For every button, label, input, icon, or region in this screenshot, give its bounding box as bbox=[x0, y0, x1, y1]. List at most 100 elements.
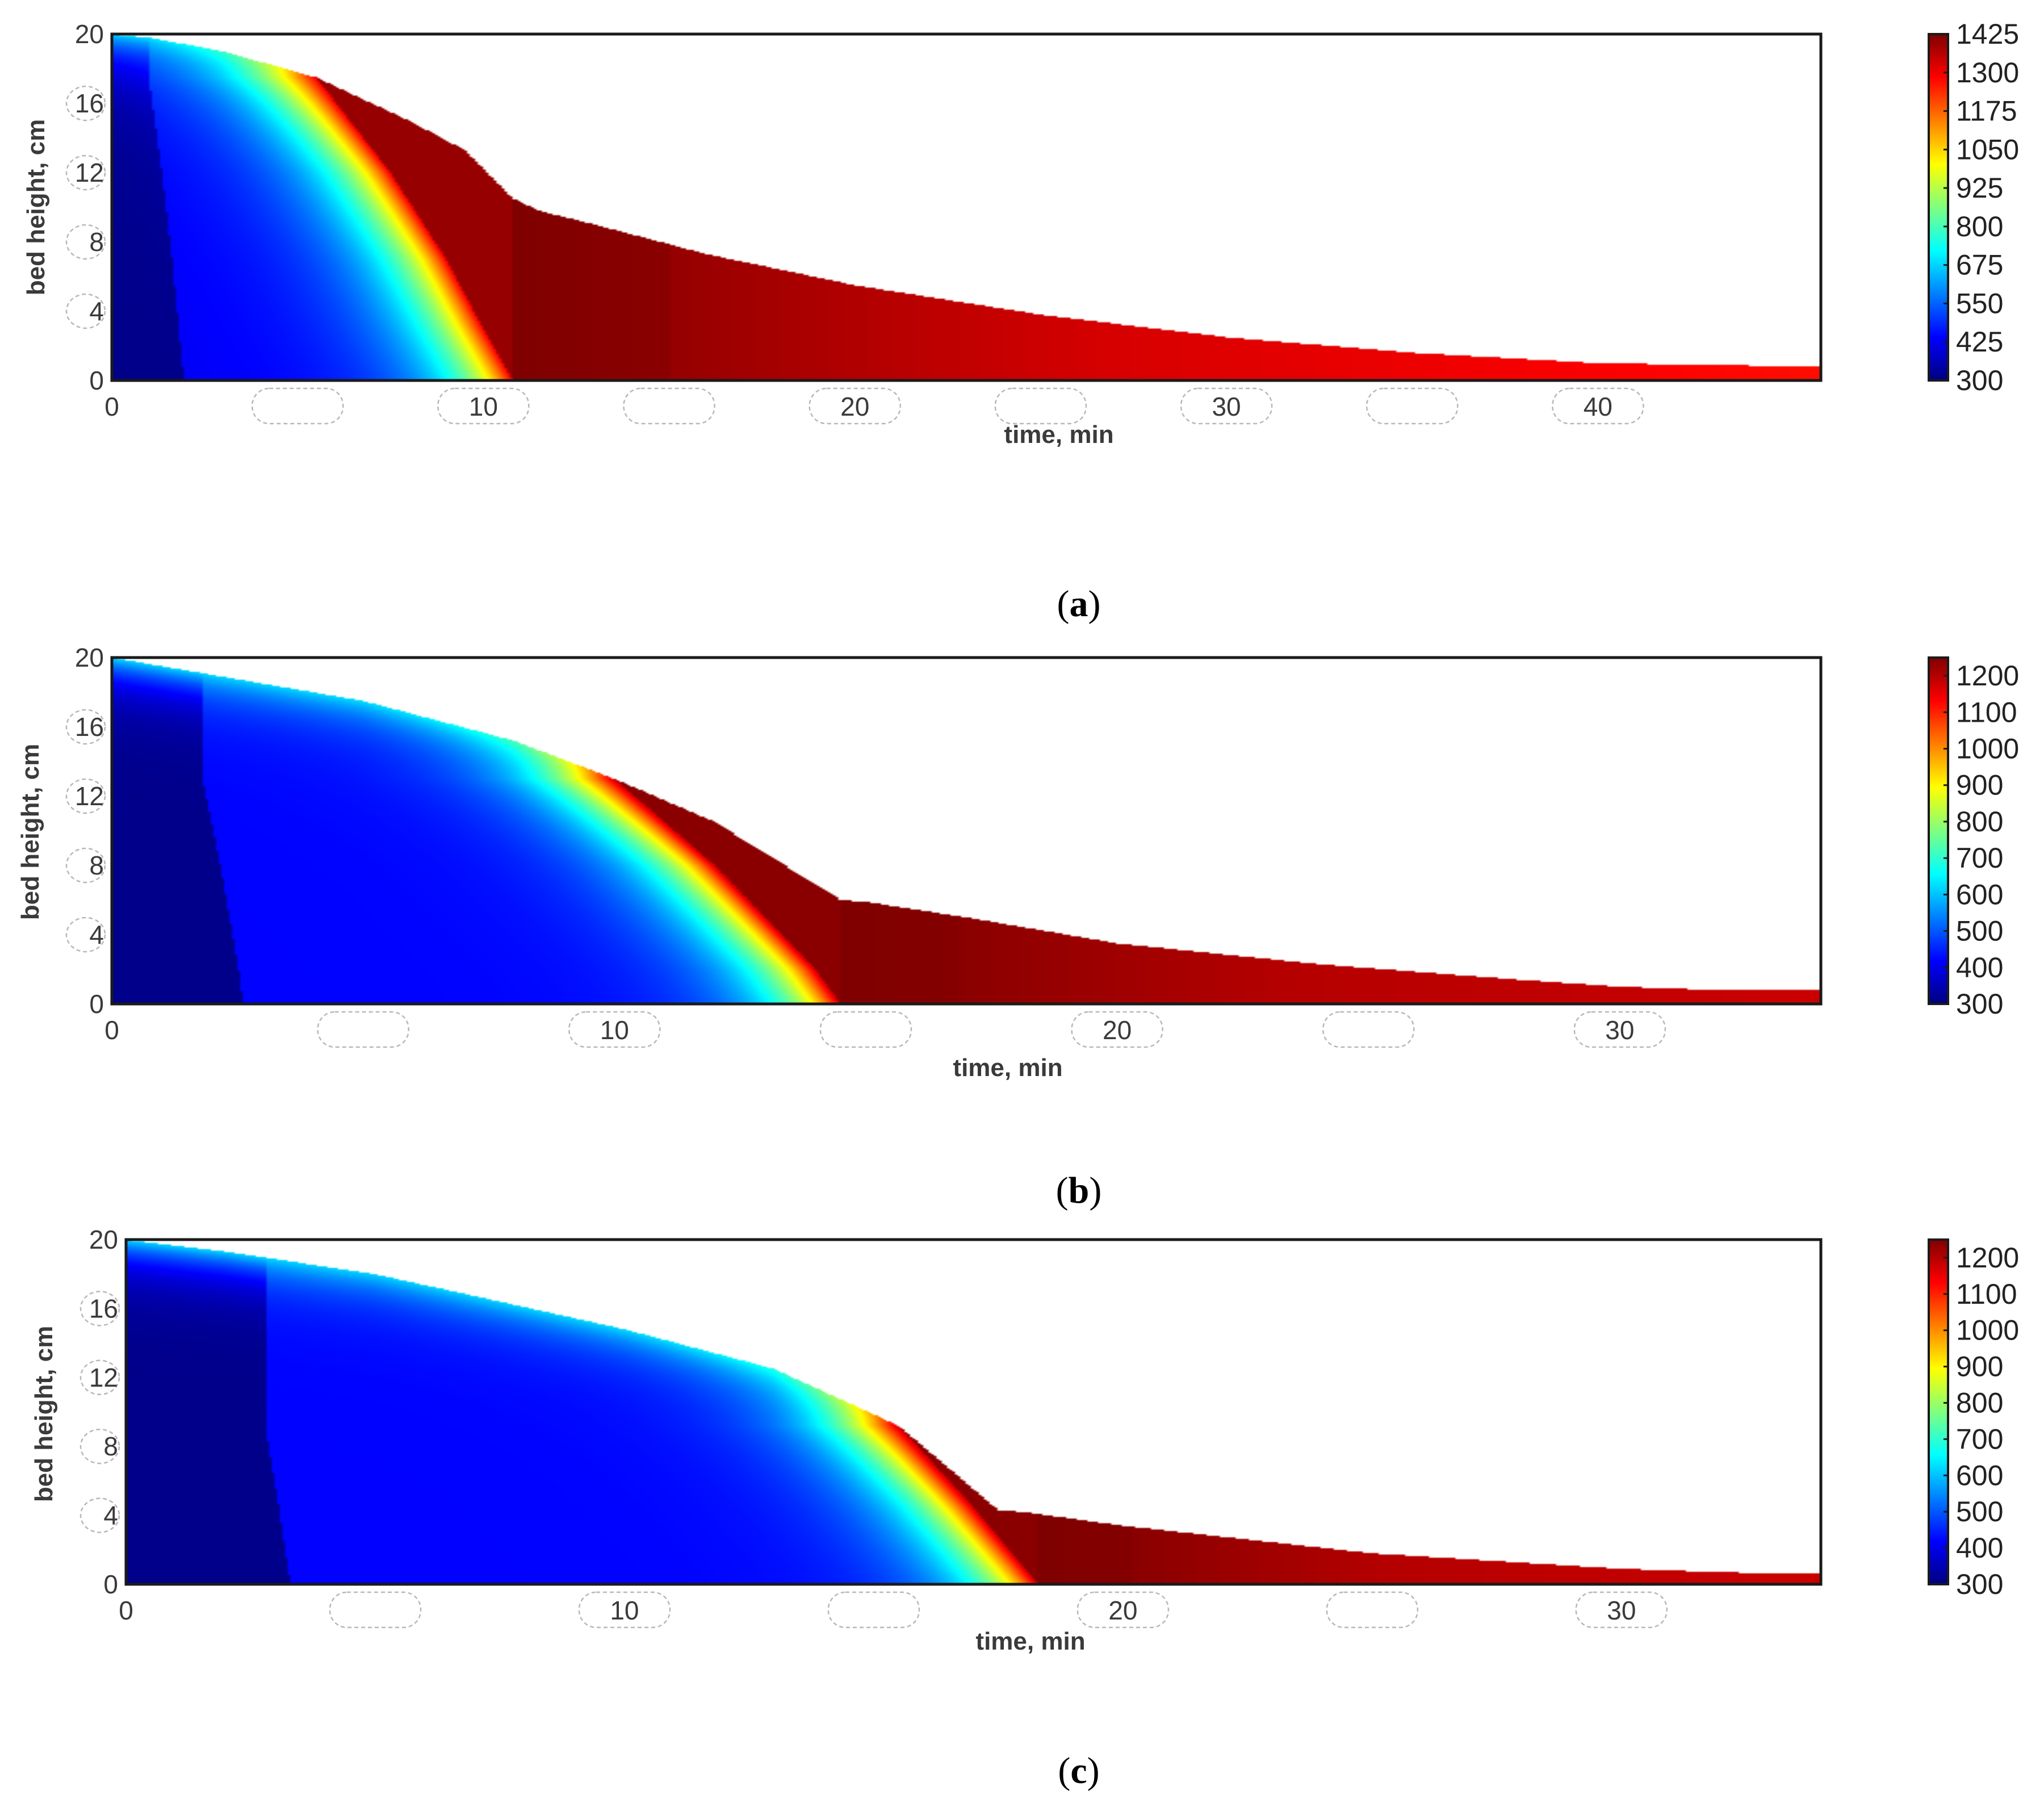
colorbar-tick-label: 500 bbox=[1956, 1496, 2003, 1527]
caption-letter-b: b bbox=[1069, 1170, 1090, 1211]
heatmap-field-b bbox=[112, 658, 1821, 1004]
colorbar-tick-label: 425 bbox=[1956, 326, 2003, 358]
caption-a: (a) bbox=[1057, 583, 1101, 625]
colorbar-tick-label: 1175 bbox=[1956, 95, 2017, 127]
x-tick-label: 20 bbox=[1108, 1596, 1137, 1625]
x-tick-blank-a bbox=[994, 387, 1087, 425]
y-tick-label: 16 bbox=[75, 89, 104, 118]
x-tick-label: 20 bbox=[1103, 1015, 1132, 1045]
y-tick-blob-c bbox=[79, 1359, 120, 1396]
x-tick-blob-b bbox=[568, 1011, 661, 1048]
caption-letter-c: c bbox=[1070, 1750, 1087, 1792]
panel-b: 0 10 20 30 0 4 8 12 16 20 time, min bed height, … bbox=[16, 643, 2019, 1211]
y-tick-blob-b bbox=[65, 709, 106, 745]
y-tick-label: 16 bbox=[89, 1294, 118, 1323]
y-tick-label: 16 bbox=[75, 712, 104, 742]
x-tick-blank-a bbox=[251, 387, 344, 425]
x-tick-blob-c bbox=[1575, 1591, 1668, 1629]
x-tick-label: 40 bbox=[1584, 392, 1612, 421]
y-tick-label: 12 bbox=[75, 158, 104, 187]
colorbar-tick-label: 600 bbox=[1956, 878, 2003, 910]
y-tick-label: 0 bbox=[103, 1570, 118, 1599]
colorbar-tick-label: 800 bbox=[1956, 806, 2003, 838]
y-tick-blob-b bbox=[65, 916, 106, 953]
x-axis-label-c: time, min bbox=[975, 1627, 1085, 1655]
plot-frame-b bbox=[110, 656, 1823, 1006]
y-tick-blob-a bbox=[65, 154, 106, 191]
colorbar-tick-label: 1425 bbox=[1956, 18, 2019, 50]
y-tick-label: 0 bbox=[89, 366, 104, 395]
colorbar-a bbox=[1928, 33, 1949, 382]
y-tick-label: 20 bbox=[75, 19, 104, 49]
heatmap-field-a bbox=[112, 34, 1821, 380]
colorbar-tick-label: 1200 bbox=[1956, 660, 2019, 692]
y-tick-labels-a: 0 4 8 12 16 20 bbox=[65, 19, 106, 395]
x-tick-label: 30 bbox=[1607, 1596, 1636, 1625]
colorbar-tick-label: 800 bbox=[1956, 1387, 2003, 1419]
colorbar-tick-label: 1100 bbox=[1956, 1278, 2017, 1310]
x-tick-blob-a bbox=[1180, 387, 1273, 425]
y-axis-label-c: bed height, cm bbox=[30, 1326, 58, 1502]
x-tick-blank-c bbox=[827, 1591, 920, 1629]
y-tick-blob-a bbox=[65, 224, 106, 260]
x-axis-label-b: time, min bbox=[953, 1054, 1062, 1082]
y-tick-labels-c: 0 4 8 12 16 20 bbox=[79, 1225, 120, 1599]
x-tick-label: 10 bbox=[469, 392, 498, 421]
y-tick-label: 20 bbox=[89, 1225, 118, 1254]
panel-a: 0 10 20 30 40 0 4 8 12 16 20 time, min bed height… bbox=[22, 18, 2019, 625]
x-tick-blob-c bbox=[578, 1591, 671, 1629]
x-tick-label: 30 bbox=[1605, 1015, 1634, 1045]
x-axis-label-a: time, min bbox=[1004, 421, 1113, 449]
colorbar-b bbox=[1928, 656, 1949, 1005]
colorbar-tick-label: 1100 bbox=[1956, 696, 2017, 728]
x-tick-blob-a bbox=[1552, 387, 1644, 425]
y-tick-blob-c bbox=[79, 1291, 120, 1326]
y-tick-blob-a bbox=[65, 293, 106, 329]
colorbar-tick-label: 700 bbox=[1956, 1423, 2003, 1455]
colorbar-tick-label: 700 bbox=[1956, 842, 2003, 874]
y-tick-label: 4 bbox=[103, 1501, 118, 1530]
y-tick-blob-a bbox=[65, 85, 106, 122]
x-tick-label: 10 bbox=[600, 1015, 629, 1045]
y-tick-label: 0 bbox=[89, 989, 104, 1019]
y-axis-label-a: bed height, cm bbox=[22, 119, 50, 295]
y-tick-label: 4 bbox=[89, 920, 104, 949]
y-tick-label: 8 bbox=[103, 1432, 118, 1461]
x-tick-label: 0 bbox=[104, 1015, 119, 1045]
x-tick-labels-b: 0 10 20 30 bbox=[104, 1011, 1666, 1048]
y-tick-label: 8 bbox=[89, 227, 104, 257]
y-tick-label: 12 bbox=[89, 1363, 118, 1392]
y-tick-blob-b bbox=[65, 847, 106, 884]
x-tick-label: 0 bbox=[104, 392, 119, 421]
colorbar-tick-label: 1300 bbox=[1956, 57, 2019, 89]
colorbar-c bbox=[1928, 1238, 1949, 1585]
x-tick-blank-c bbox=[329, 1591, 422, 1629]
x-tick-blank-b bbox=[1322, 1011, 1415, 1048]
colorbar-tick-label: 1000 bbox=[1956, 733, 2019, 765]
x-tick-blob-b bbox=[1071, 1011, 1163, 1048]
x-tick-labels-a: 0 10 20 30 40 bbox=[104, 387, 1644, 425]
x-tick-blob-a bbox=[437, 387, 530, 425]
x-tick-label: 30 bbox=[1212, 392, 1241, 421]
colorbar-tick-label: 400 bbox=[1956, 952, 2003, 983]
y-tick-label: 8 bbox=[89, 851, 104, 880]
x-tick-label: 0 bbox=[119, 1596, 133, 1625]
colorbar-tick-label: 300 bbox=[1956, 988, 2003, 1020]
colorbar-tick-label: 550 bbox=[1956, 287, 2003, 319]
colorbar-tick-label: 925 bbox=[1956, 172, 2003, 204]
y-tick-label: 12 bbox=[75, 781, 104, 811]
y-tick-blob-c bbox=[79, 1497, 120, 1533]
heatmap-field-c bbox=[126, 1240, 1821, 1584]
colorbar-tick-label: 675 bbox=[1956, 249, 2003, 281]
y-tick-blob-b bbox=[65, 778, 106, 814]
colorbar-tick-label: 600 bbox=[1956, 1459, 2003, 1491]
y-tick-label: 4 bbox=[89, 296, 104, 326]
y-axis-label-b: bed height, cm bbox=[16, 744, 44, 920]
x-tick-blank-a bbox=[623, 387, 715, 425]
caption-c: (c) bbox=[1058, 1750, 1099, 1792]
x-tick-blank-c bbox=[1326, 1591, 1419, 1629]
caption-letter-a: a bbox=[1070, 583, 1088, 625]
x-tick-labels-c: 0 10 20 30 bbox=[119, 1591, 1668, 1629]
colorbar-tick-label: 1200 bbox=[1956, 1242, 2019, 1274]
plot-frame-c bbox=[124, 1238, 1823, 1586]
